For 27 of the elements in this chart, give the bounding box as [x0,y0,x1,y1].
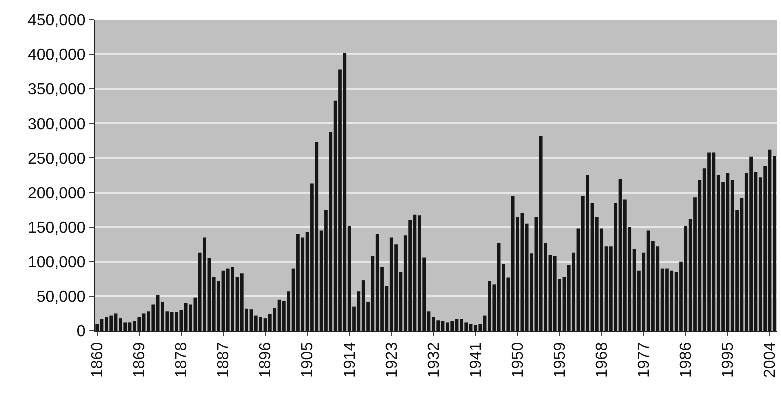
y-tick-label: 0 [76,324,86,341]
y-tick-label: 200,000 [28,185,86,202]
x-tick-label: 1887 [216,342,233,378]
y-tick-label: 250,000 [28,150,86,168]
x-tick-label: 1869 [132,342,149,378]
x-tick-label: 1905 [300,342,317,378]
y-tick-label: 100,000 [28,254,86,272]
x-tick-label: 1896 [258,342,275,378]
x-tick-label: 1923 [384,342,401,378]
x-tick-label: 1914 [342,342,359,378]
x-tick-label: 1878 [174,342,191,378]
y-tick-label: 350,000 [28,82,86,99]
x-tick-label: 2004 [762,342,780,378]
y-tick-label: 150,000 [28,220,86,237]
y-tick-label: 400,000 [28,47,86,64]
x-tick-label: 1860 [90,342,107,378]
y-tick-label: 300,000 [28,116,86,134]
y-tick-label: 450,000 [28,12,86,30]
x-tick-label: 1941 [468,342,485,378]
y-tick-label: 50,000 [36,289,86,306]
x-tick-label: 1977 [636,342,654,378]
x-tick-label: 1932 [426,342,443,378]
x-tick-label: 1950 [510,342,527,378]
x-tick-label: 1968 [594,342,612,378]
x-tick-label: 1986 [678,342,696,378]
x-tick-label: 1995 [720,342,738,378]
x-tick-label: 1959 [552,342,569,378]
